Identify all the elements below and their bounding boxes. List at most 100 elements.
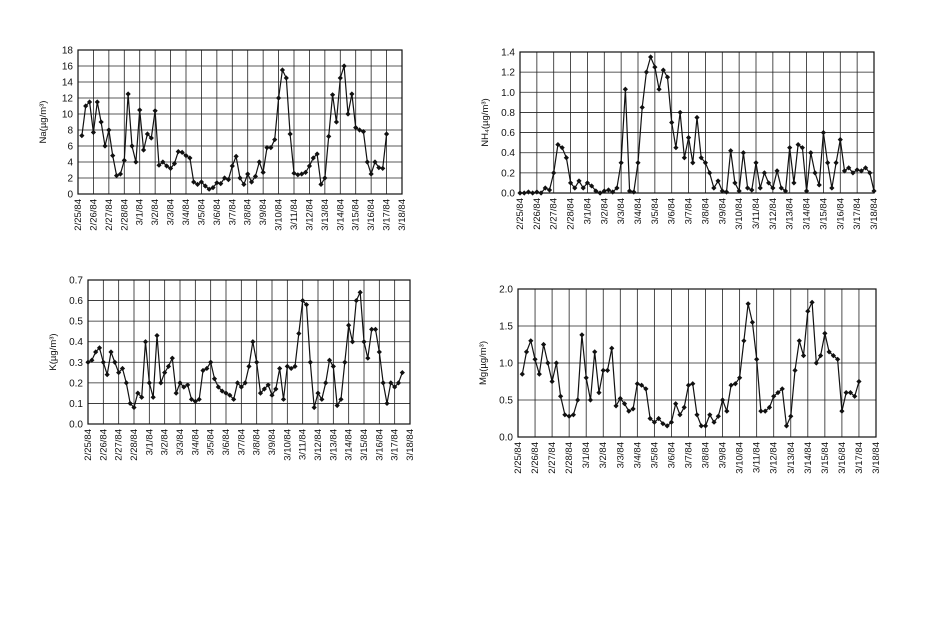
data-point <box>388 380 394 386</box>
data-point <box>707 412 713 418</box>
x-tick-label: 3/11/84 <box>289 199 300 230</box>
data-point <box>850 170 856 176</box>
data-point <box>757 185 763 191</box>
data-point <box>740 150 746 156</box>
data-point <box>833 160 839 166</box>
y-axis-label: Na(µg/m³) <box>38 101 49 144</box>
data-point <box>376 349 382 355</box>
data-point <box>617 395 623 402</box>
x-tick-label: 2/27/84 <box>104 199 115 231</box>
data-point <box>656 415 662 422</box>
data-point <box>677 109 683 116</box>
data-point <box>129 143 135 149</box>
data-point <box>858 168 864 174</box>
data-point <box>572 185 578 191</box>
data-point <box>570 412 577 418</box>
data-point <box>761 170 768 176</box>
data-point <box>685 135 692 141</box>
data-point <box>208 359 214 365</box>
data-point <box>280 396 287 402</box>
data-point <box>635 160 641 166</box>
data-point <box>154 332 160 339</box>
data-point <box>292 363 298 369</box>
data-point <box>272 137 278 143</box>
data-point <box>384 400 390 407</box>
data-point <box>326 133 332 139</box>
data-point <box>871 188 877 194</box>
data-point <box>133 159 139 165</box>
y-tick-label: 0.7 <box>69 276 83 287</box>
x-tick-label: 3/8/84 <box>701 442 712 468</box>
data-point <box>651 419 657 425</box>
data-point <box>812 170 818 176</box>
data-point <box>314 151 320 157</box>
data-point <box>766 404 773 410</box>
x-tick-label: 3/14/84 <box>335 199 346 231</box>
data-point <box>787 145 793 151</box>
data-point <box>131 404 137 411</box>
x-tick-label: 3/9/84 <box>258 199 269 225</box>
y-tick-label: 4 <box>67 158 73 169</box>
x-tick-label: 3/12/84 <box>769 442 780 474</box>
data-point <box>283 75 289 81</box>
data-point <box>584 180 591 186</box>
data-point <box>238 384 244 390</box>
data-point <box>296 330 302 337</box>
data-point <box>817 353 824 359</box>
data-point <box>723 189 730 195</box>
x-tick-label: 3/16/84 <box>837 442 848 474</box>
x-tick-label: 3/10/84 <box>282 429 293 461</box>
data-point <box>566 413 572 419</box>
x-tick-label: 3/15/84 <box>820 442 831 474</box>
x-tick-label: 2/26/84 <box>530 442 541 474</box>
x-tick-label: 3/1/84 <box>582 198 593 224</box>
x-tick-label: 3/11/84 <box>752 442 763 473</box>
data-point <box>813 360 819 366</box>
data-point <box>137 107 143 113</box>
x-tick-label: 3/13/84 <box>328 429 339 461</box>
data-point <box>117 171 124 177</box>
data-point <box>225 177 232 183</box>
data-point <box>702 160 709 166</box>
data-point <box>139 394 145 400</box>
data-point <box>532 356 538 362</box>
data-point <box>291 170 297 176</box>
data-point <box>219 388 225 394</box>
data-point <box>353 297 359 304</box>
y-tick-label: 0 <box>67 190 73 201</box>
y-tick-label: 0.0 <box>499 433 513 444</box>
data-line <box>87 289 403 409</box>
data-point <box>778 185 784 191</box>
x-tick-label: 3/5/84 <box>196 199 207 225</box>
x-tick-label: 3/14/84 <box>344 429 355 461</box>
data-point <box>246 363 252 369</box>
x-tick-label: 3/12/84 <box>768 198 779 230</box>
data-point <box>279 67 286 73</box>
data-point <box>252 173 259 179</box>
data-point <box>210 185 216 191</box>
y-tick-label: 1.0 <box>499 359 513 370</box>
data-point <box>369 326 375 332</box>
data-point <box>169 355 175 361</box>
x-tick-label: 3/1/84 <box>581 442 592 468</box>
data-point <box>349 339 356 345</box>
x-tick-label: 2/25/84 <box>83 429 94 461</box>
data-point <box>808 150 814 156</box>
data-point <box>741 338 747 344</box>
data-point <box>368 171 374 177</box>
data-point <box>150 394 156 400</box>
data-point <box>618 160 624 166</box>
x-tick-label: 2/27/84 <box>114 429 125 461</box>
data-point <box>685 382 692 388</box>
chart: 0.0 0.1 0.2 0.3 0.4 0.5 0.6 0.7 2/25/84 2/26/84 2/… <box>48 276 416 461</box>
x-tick-label: 3/6/84 <box>212 199 223 225</box>
data-point <box>799 145 805 151</box>
data-point <box>698 155 704 161</box>
data-point <box>728 382 734 388</box>
y-tick-label: 0.6 <box>501 128 515 139</box>
y-tick-label: 0.0 <box>69 420 83 431</box>
data-point <box>749 187 755 193</box>
data-point <box>867 170 873 176</box>
x-tick-label: 3/6/84 <box>666 442 677 468</box>
x-tick-label: 2/25/84 <box>73 199 84 231</box>
